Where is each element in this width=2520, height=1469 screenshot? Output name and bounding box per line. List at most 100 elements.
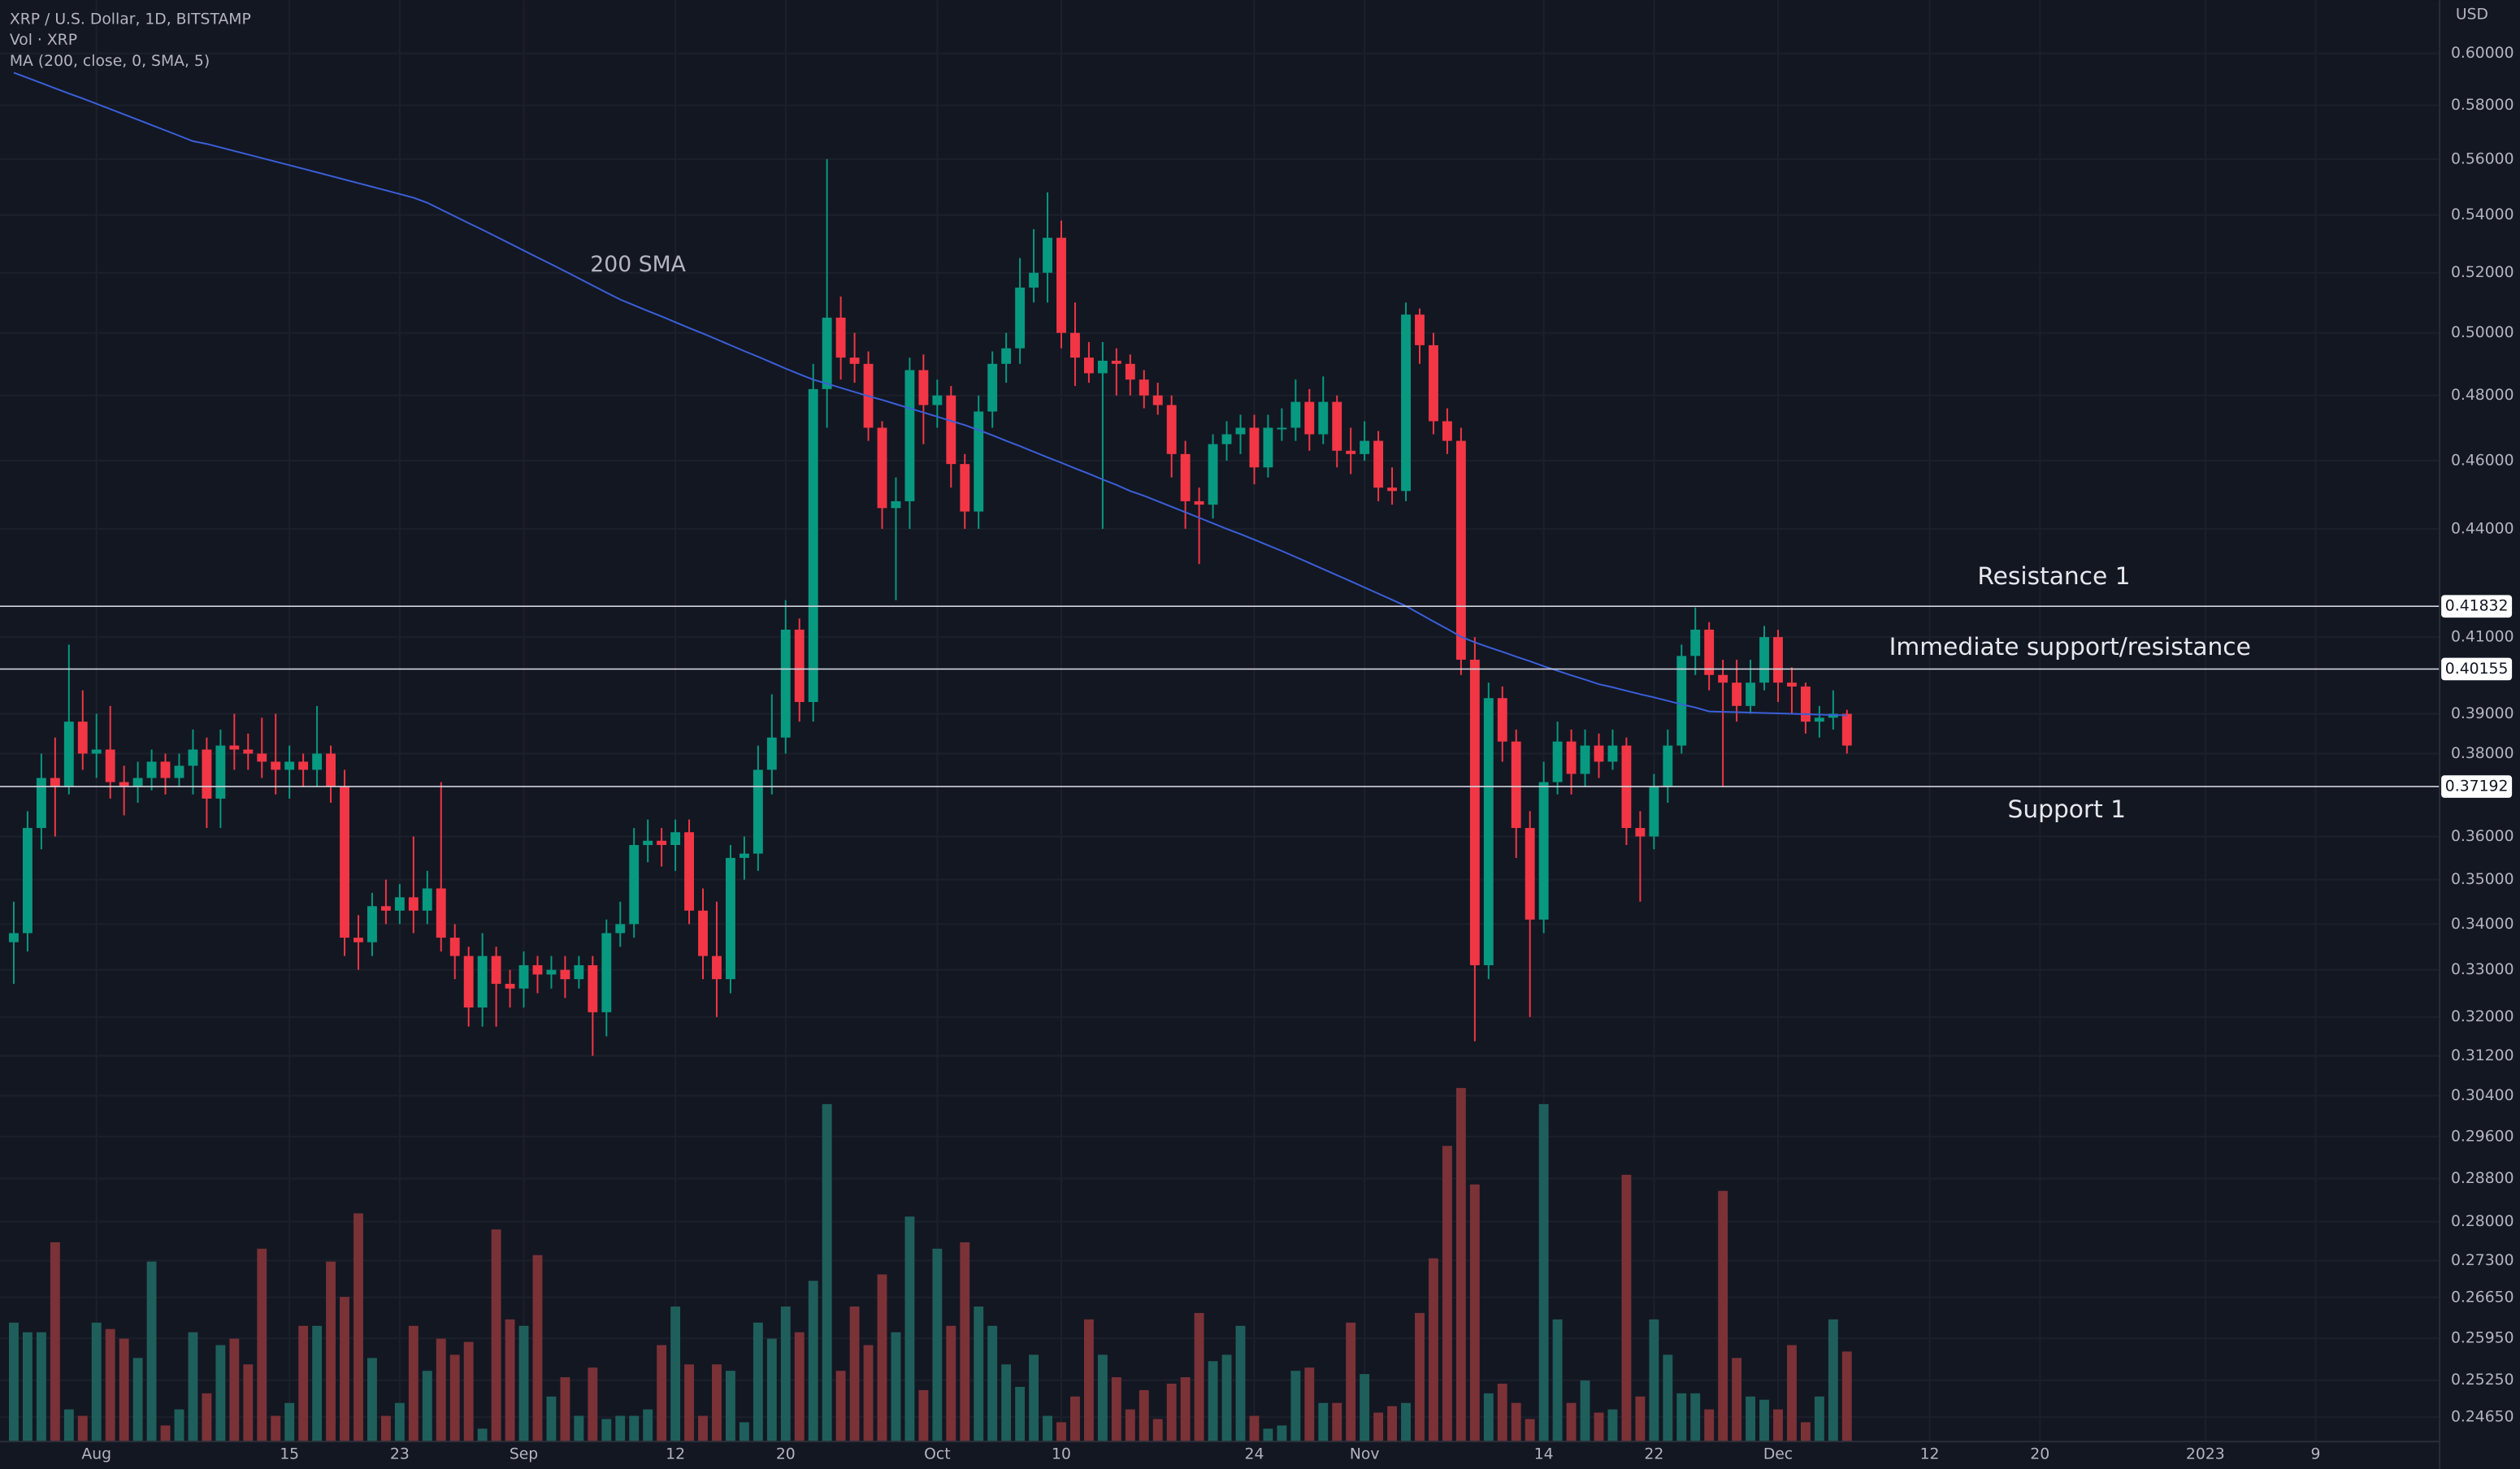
level-price-box	[2441, 657, 2513, 681]
x-tick-label: 2023	[2186, 1446, 2225, 1463]
volume-bar	[532, 1254, 543, 1442]
volume-bar	[1649, 1319, 1659, 1442]
volume-bar	[91, 1322, 102, 1442]
x-tick-label: 24	[1245, 1446, 1264, 1463]
volume-bar	[1249, 1415, 1260, 1442]
candle-body	[1360, 440, 1370, 454]
candle-body	[1373, 440, 1384, 488]
candle-body	[987, 363, 998, 412]
volume-bar	[160, 1425, 171, 1442]
volume-bar	[63, 1409, 74, 1442]
y-tick-label: 0.46000	[2451, 453, 2514, 470]
volume-bar	[1690, 1393, 1701, 1442]
y-tick-label: 0.32000	[2451, 1008, 2514, 1025]
volume-bar	[36, 1332, 46, 1442]
candle-body	[739, 853, 749, 858]
volume-bar	[518, 1325, 529, 1442]
volume-bar	[1166, 1383, 1177, 1442]
candle-body	[1566, 741, 1577, 774]
volume-bar	[188, 1332, 198, 1442]
volume-bar	[1429, 1258, 1438, 1442]
volume-bar	[9, 1322, 19, 1442]
level-label: Immediate support/resistance	[1889, 632, 2251, 661]
volume-bar	[1663, 1354, 1673, 1442]
level-label: Support 1	[2008, 795, 2127, 823]
y-tick-label: 0.33000	[2451, 961, 2514, 978]
candle-body	[1401, 314, 1411, 492]
candle-body	[1083, 358, 1094, 374]
candle-body	[1746, 682, 1755, 706]
candle-body	[1594, 745, 1604, 762]
volume-bar	[271, 1415, 281, 1442]
volume-bar	[904, 1216, 915, 1442]
volume-bar	[202, 1393, 212, 1442]
candle-body	[1235, 427, 1246, 435]
volume-legend: Vol · XRP	[10, 32, 77, 49]
candle-body	[1249, 427, 1260, 468]
volume-bar	[132, 1358, 143, 1442]
volume-bar	[1139, 1389, 1149, 1442]
x-tick-label: 23	[390, 1446, 410, 1463]
volume-bar	[491, 1229, 501, 1442]
y-tick-label: 0.26650	[2451, 1289, 2514, 1306]
candle-body	[243, 749, 254, 754]
volume-bar	[340, 1297, 349, 1442]
x-tick-label: 20	[2030, 1446, 2049, 1463]
volume-bar	[1746, 1396, 1755, 1442]
candle-body	[146, 761, 157, 778]
y-tick-label: 0.29600	[2451, 1128, 2514, 1145]
volume-bar	[1029, 1354, 1039, 1442]
volume-bar	[1676, 1393, 1687, 1442]
volume-bar	[422, 1371, 432, 1442]
y-tick-label: 0.39000	[2451, 705, 2514, 722]
candle-body	[615, 924, 626, 934]
y-tick-label: 0.25250	[2451, 1372, 2514, 1389]
candle-body	[835, 317, 846, 358]
volume-bar	[1525, 1419, 1535, 1442]
volume-bar	[312, 1325, 323, 1442]
candle-body	[174, 765, 184, 778]
volume-bar	[436, 1338, 446, 1442]
y-tick-label: 0.56000	[2451, 150, 2514, 167]
candle-body	[1841, 713, 1852, 746]
volume-bar	[560, 1377, 570, 1442]
volume-bar	[77, 1415, 88, 1442]
volume-bar	[822, 1103, 832, 1442]
candle-body	[1029, 272, 1039, 288]
volume-bar	[298, 1325, 309, 1442]
candle-body	[132, 778, 143, 786]
chart-title: XRP / U.S. Dollar, 1D, BITSTAMP	[10, 11, 251, 28]
y-tick-label: 0.54000	[2451, 206, 2514, 223]
volume-bar	[574, 1415, 584, 1442]
candle-body	[560, 969, 570, 980]
candle-body	[601, 933, 612, 1012]
candle-body	[63, 722, 74, 786]
volume-bar	[601, 1419, 612, 1442]
volume-bar	[408, 1325, 419, 1442]
volume-bar	[1318, 1402, 1329, 1442]
volume-bar	[1621, 1174, 1632, 1442]
candle-body	[1043, 237, 1052, 273]
volume-bar	[987, 1325, 998, 1442]
candle-body	[780, 629, 791, 738]
candle-body	[808, 388, 818, 703]
candle-body	[1221, 434, 1232, 444]
candle-body	[394, 897, 405, 911]
volume-bar	[1497, 1383, 1507, 1442]
volume-bar	[1387, 1406, 1398, 1442]
candle-body	[1497, 698, 1507, 742]
candle-body	[1525, 828, 1535, 920]
volume-bar	[1208, 1361, 1218, 1442]
volume-bar	[449, 1354, 460, 1442]
candle-body	[1759, 637, 1769, 683]
candle-body	[1139, 379, 1149, 396]
candle-body	[160, 761, 171, 778]
candle-body	[491, 956, 501, 984]
volume-bar	[1235, 1325, 1246, 1442]
volume-bar	[766, 1338, 777, 1442]
volume-bar	[808, 1280, 818, 1442]
volume-bar	[477, 1428, 488, 1442]
candle-body	[1580, 745, 1590, 774]
candle-body	[1676, 656, 1687, 746]
